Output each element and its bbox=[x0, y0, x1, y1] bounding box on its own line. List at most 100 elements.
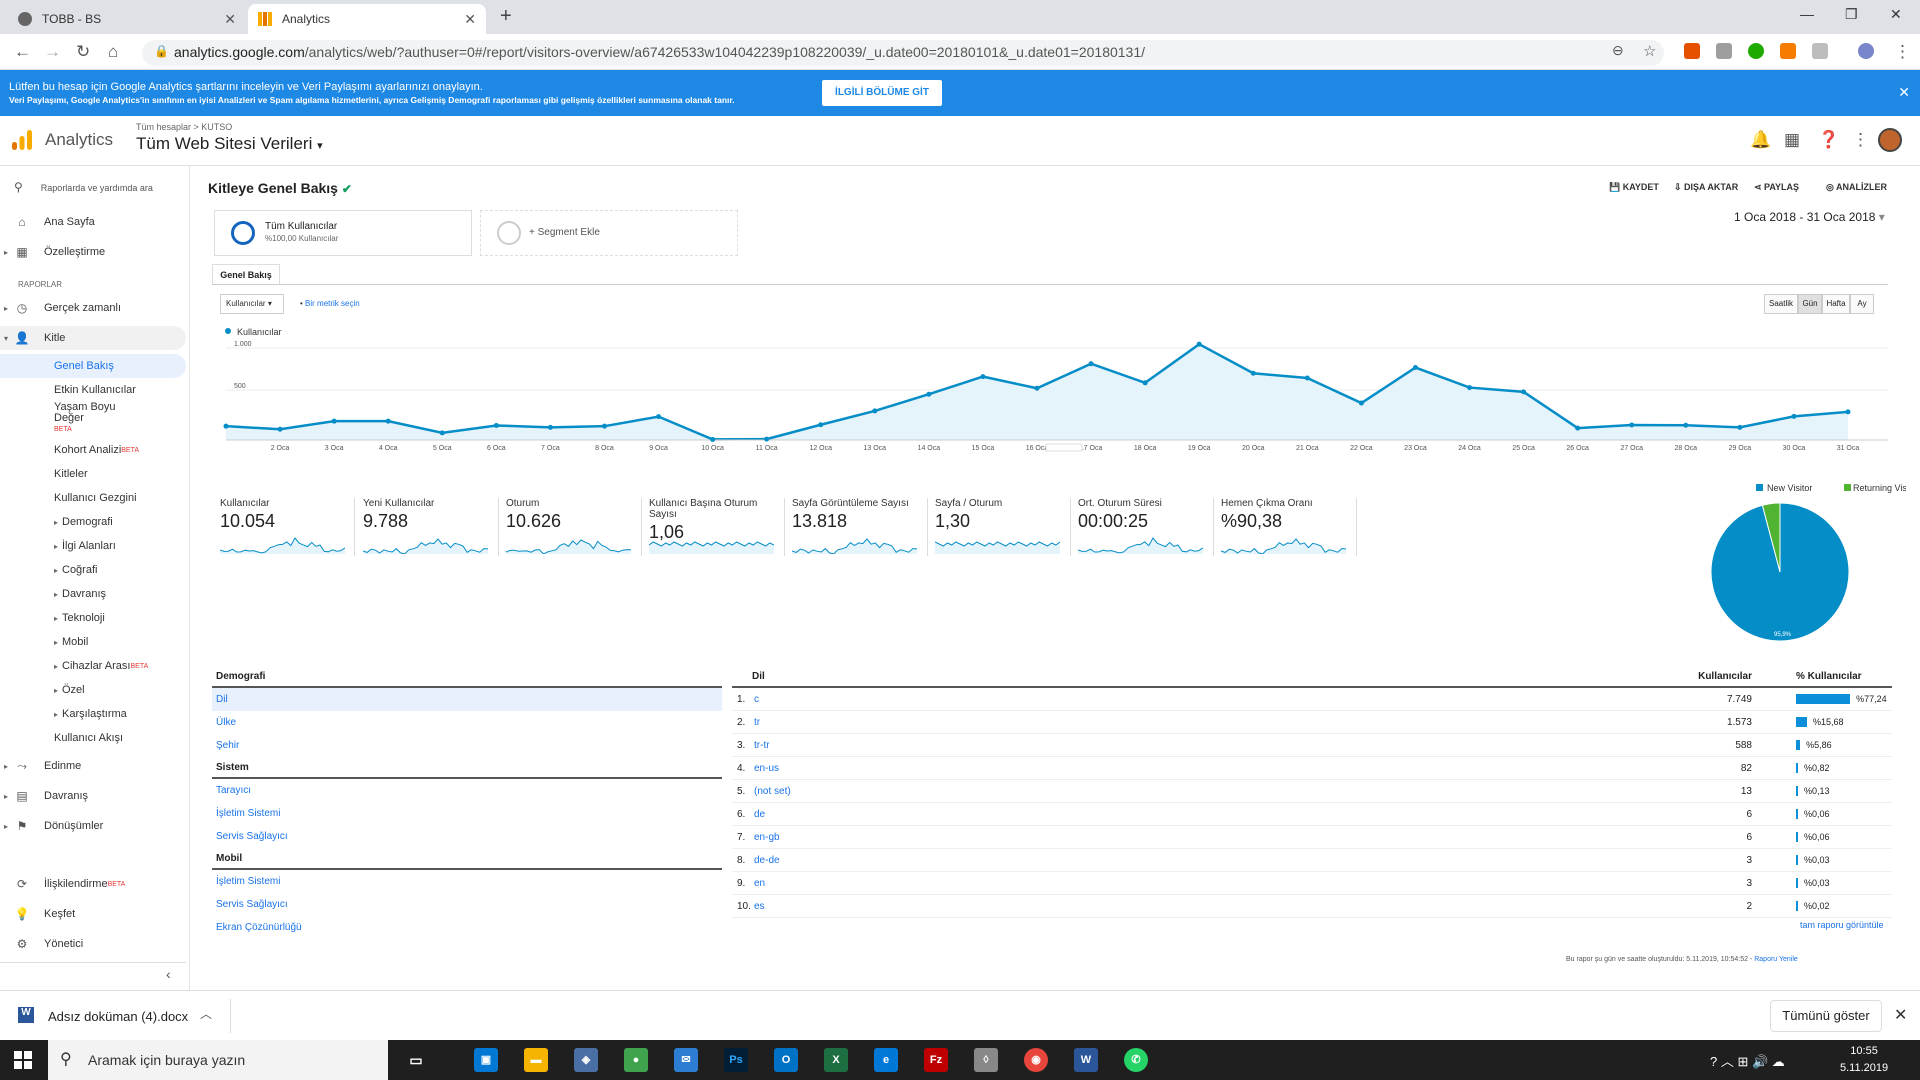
show-all-downloads-button[interactable]: Tümünü göster bbox=[1770, 1000, 1882, 1032]
data-point[interactable] bbox=[1791, 413, 1797, 419]
data-point[interactable] bbox=[872, 408, 878, 414]
demographic-link[interactable]: Tarayıcı bbox=[216, 785, 252, 796]
task-view-icon[interactable]: ▭ bbox=[409, 1052, 423, 1068]
metric-pageviews[interactable]: Sayfa Görüntüleme Sayısı 13.818 bbox=[792, 498, 927, 560]
full-report-link[interactable]: tam raporu görüntüle bbox=[1800, 920, 1884, 930]
file-explorer-icon[interactable]: ▬ bbox=[524, 1048, 548, 1072]
language-link[interactable]: en-gb bbox=[754, 832, 780, 843]
demographic-link[interactable]: Servis Sağlayıcı bbox=[216, 831, 288, 842]
data-point[interactable] bbox=[1575, 425, 1581, 431]
word-icon[interactable]: W bbox=[1074, 1048, 1098, 1072]
maximize-icon[interactable]: ❐ bbox=[1845, 6, 1858, 22]
data-point[interactable] bbox=[1034, 385, 1040, 391]
data-point[interactable] bbox=[547, 424, 553, 430]
sidebar-item-customization[interactable]: ▸ ▦ Özelleştirme bbox=[3, 245, 106, 259]
language-link[interactable]: en bbox=[754, 878, 766, 889]
whatsapp-icon[interactable]: ✆ bbox=[1124, 1048, 1148, 1072]
people-app-icon[interactable]: ● bbox=[624, 1048, 648, 1072]
extension-cast-icon[interactable] bbox=[1812, 43, 1828, 59]
data-point[interactable] bbox=[1250, 370, 1256, 376]
insights-button[interactable]: ◎ ANALİZLER bbox=[1826, 182, 1888, 192]
language-link[interactable]: en-us bbox=[754, 763, 780, 774]
granularity-month[interactable]: Ay bbox=[1850, 294, 1874, 314]
sidebar-item-user-explorer[interactable]: Kullanıcı Gezgini bbox=[54, 492, 137, 504]
outlook-icon[interactable]: O bbox=[774, 1048, 798, 1072]
photoshop-icon[interactable]: Ps bbox=[724, 1048, 748, 1072]
sidebar-item-realtime[interactable]: ▸ ◷ Gerçek zamanlı bbox=[3, 301, 122, 315]
account-breadcrumb[interactable]: Tüm hesaplar > KUTSO bbox=[136, 122, 233, 132]
banner-close-icon[interactable]: ✕ bbox=[1898, 84, 1910, 100]
sidebar-item-technology[interactable]: ▸ Teknoloji bbox=[53, 612, 105, 624]
metric-select[interactable]: Kullanıcılar ▾ bbox=[220, 294, 284, 314]
sidebar-item-cohort[interactable]: Kohort Analizi BETA bbox=[54, 444, 140, 456]
data-point[interactable] bbox=[1196, 341, 1202, 347]
sidebar-item-custom[interactable]: ▸ Özel bbox=[53, 684, 85, 696]
metric-bounce-rate[interactable]: Hemen Çıkma Oranı %90,38 bbox=[1221, 498, 1356, 560]
chevron-up-icon[interactable]: ︿ bbox=[200, 1007, 213, 1021]
language-link[interactable]: es bbox=[754, 901, 765, 912]
more-icon[interactable]: ⋮ bbox=[1852, 130, 1869, 149]
filezilla-icon[interactable]: Fz bbox=[924, 1048, 948, 1072]
data-point[interactable] bbox=[331, 418, 337, 424]
profile-icon[interactable] bbox=[1858, 43, 1874, 59]
home-icon[interactable]: ⌂ bbox=[108, 42, 119, 61]
sidebar-item-benchmarking[interactable]: ▸ Karşılaştırma bbox=[53, 708, 127, 720]
chart-resize-handle[interactable] bbox=[1045, 443, 1083, 452]
data-point[interactable] bbox=[1467, 385, 1473, 391]
close-tab-icon[interactable]: ✕ bbox=[224, 10, 236, 27]
forward-icon[interactable]: → bbox=[44, 42, 61, 61]
sidebar-item-conversions[interactable]: ▸ ⚑ Dönüşümler bbox=[3, 819, 104, 833]
export-button[interactable]: ⇩ DIŞA AKTAR bbox=[1674, 182, 1739, 192]
sidebar-item-behavior-sub[interactable]: ▸ Davranış bbox=[53, 588, 107, 600]
metric-pages-per-session[interactable]: Sayfa / Oturum 1,30 bbox=[935, 498, 1070, 560]
extension-office-icon[interactable] bbox=[1684, 43, 1700, 59]
sidebar-item-active-users[interactable]: Etkin Kullanıcılar bbox=[54, 384, 136, 396]
extension-green-icon[interactable] bbox=[1748, 43, 1764, 59]
data-point[interactable] bbox=[1142, 380, 1148, 386]
data-point[interactable] bbox=[223, 423, 229, 429]
metric-sessions-per-user[interactable]: Kullanıcı Başına Oturum Sayısı 1,06 bbox=[649, 498, 784, 560]
windows-start-icon[interactable] bbox=[14, 1051, 32, 1069]
app-icon[interactable]: ◊ bbox=[974, 1048, 998, 1072]
property-selector[interactable]: Tüm Web Sitesi Verileri ▾ bbox=[136, 134, 323, 153]
data-point[interactable] bbox=[764, 436, 770, 442]
go-to-section-button[interactable]: İLGİLİ BÖLÜME GİT bbox=[822, 80, 942, 106]
data-point[interactable] bbox=[1737, 424, 1743, 430]
zoom-icon[interactable]: ⊖ bbox=[1612, 42, 1624, 58]
collapse-sidebar-icon[interactable]: ‹ bbox=[166, 966, 171, 982]
data-point[interactable] bbox=[1845, 409, 1851, 415]
demographic-link[interactable]: Servis Sağlayıcı bbox=[216, 899, 288, 910]
data-point[interactable] bbox=[980, 374, 986, 380]
data-point[interactable] bbox=[1358, 400, 1364, 406]
sidebar-item-demographics[interactable]: ▸ Demografi bbox=[53, 516, 113, 528]
star-icon[interactable]: ☆ bbox=[1643, 43, 1657, 60]
sidebar-item-home[interactable]: ⌂ Ana Sayfa bbox=[0, 210, 186, 234]
pie-slice[interactable] bbox=[1761, 502, 1781, 573]
extension-chart-icon[interactable] bbox=[1780, 43, 1796, 59]
segment-all-users[interactable]: Tüm Kullanıcılar %100,00 Kullanıcılar bbox=[214, 210, 472, 256]
demographic-link[interactable]: Şehir bbox=[216, 740, 240, 751]
extension-cloud-icon[interactable] bbox=[1716, 43, 1732, 59]
save-button[interactable]: 💾 KAYDET bbox=[1609, 182, 1659, 192]
back-icon[interactable]: ← bbox=[14, 42, 31, 61]
browser-tab-tobb[interactable]: TOBB - BS ✕ bbox=[8, 4, 246, 34]
language-link[interactable]: de bbox=[754, 809, 766, 820]
sidebar-item-discover[interactable]: 💡 Keşfet bbox=[0, 902, 186, 926]
data-point[interactable] bbox=[493, 422, 499, 428]
metric-new-users[interactable]: Yeni Kullanıcılar 9.788 bbox=[363, 498, 498, 560]
share-button[interactable]: ⋖ PAYLAŞ bbox=[1754, 182, 1800, 192]
sidebar-item-admin[interactable]: ⚙ Yönetici bbox=[0, 932, 186, 956]
data-point[interactable] bbox=[385, 418, 391, 424]
data-point[interactable] bbox=[818, 422, 824, 428]
refresh-report-link[interactable]: Raporu Yenile bbox=[1754, 956, 1798, 963]
data-point[interactable] bbox=[1088, 361, 1094, 367]
tab-overview[interactable]: Genel Bakış bbox=[212, 264, 280, 284]
demographic-link[interactable]: İşletim Sistemi bbox=[216, 808, 281, 819]
data-point[interactable] bbox=[439, 430, 445, 436]
chrome-icon[interactable]: ◉ bbox=[1024, 1048, 1048, 1072]
report-search[interactable]: ⚲ Raporlarda ve yardımda ara bbox=[14, 180, 153, 194]
metric-users[interactable]: Kullanıcılar 10.054 bbox=[220, 498, 355, 560]
reload-icon[interactable]: ↻ bbox=[76, 42, 91, 61]
granularity-hourly[interactable]: Saatlik bbox=[1764, 294, 1798, 314]
sidebar-item-behavior[interactable]: ▸ ▤ Davranış bbox=[3, 789, 89, 803]
